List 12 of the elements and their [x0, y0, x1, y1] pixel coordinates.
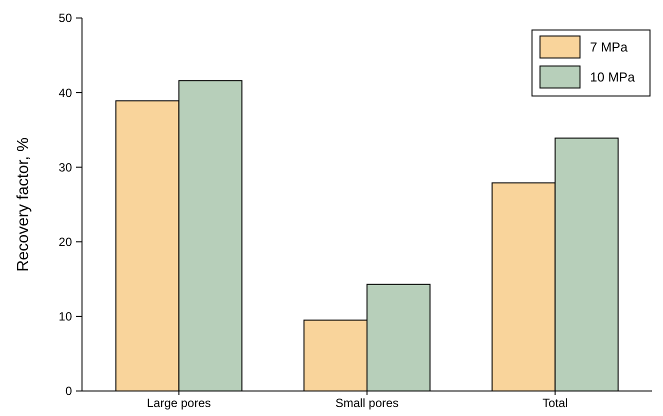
y-tick-label: 30: [58, 160, 72, 174]
x-tick-label: Small pores: [335, 396, 399, 410]
y-tick-label: 0: [65, 384, 72, 398]
y-tick-label: 10: [58, 310, 72, 324]
y-axis-title: Recovery factor, %: [15, 137, 32, 272]
x-tick-label: Large pores: [146, 396, 211, 410]
x-tick-label: Total: [542, 396, 568, 410]
legend-label: 10 MPa: [590, 70, 636, 85]
y-tick-label: 40: [58, 86, 72, 100]
y-tick-label: 20: [58, 235, 72, 249]
legend-label: 7 MPa: [590, 40, 628, 55]
y-tick-label: 50: [58, 11, 72, 26]
